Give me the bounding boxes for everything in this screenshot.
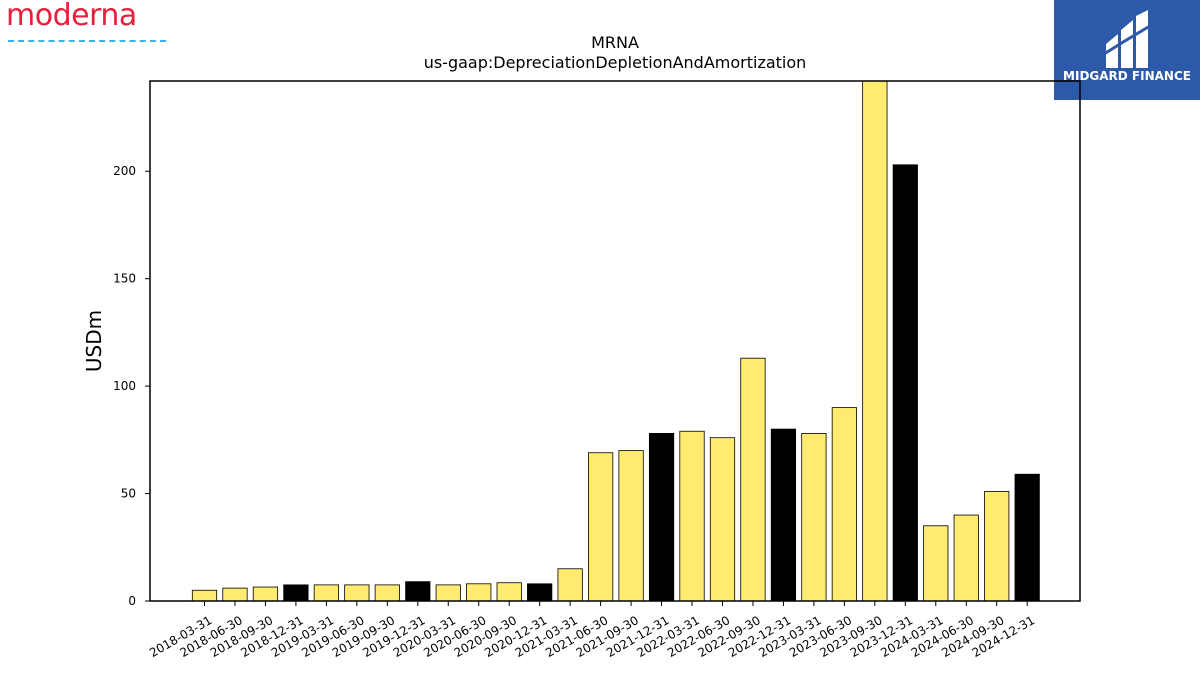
bar-2023-03-31 bbox=[801, 432, 827, 602]
bar-2021-09-30 bbox=[618, 450, 644, 602]
plot-frame bbox=[149, 80, 1081, 602]
bar-2019-12-31 bbox=[405, 581, 431, 602]
bar-2020-03-31 bbox=[435, 584, 461, 602]
y-tick-label: 100 bbox=[113, 379, 136, 393]
bar-2023-12-31 bbox=[892, 164, 918, 602]
y-tick-label: 150 bbox=[113, 272, 136, 286]
bar-2018-12-31 bbox=[283, 584, 309, 602]
bar-2022-09-30 bbox=[740, 357, 766, 602]
bar-2018-03-31 bbox=[191, 589, 218, 602]
midgard-mark-icon bbox=[1104, 10, 1150, 68]
bar-2022-03-31 bbox=[679, 430, 705, 602]
bar-2024-03-31 bbox=[923, 525, 949, 602]
bar-2019-09-30 bbox=[374, 584, 400, 602]
bar-2022-06-30 bbox=[709, 437, 736, 602]
bar-2018-09-30 bbox=[252, 586, 279, 602]
bar-2020-06-30 bbox=[466, 583, 492, 602]
midgard-finance-logo: MIDGARD FINANCE bbox=[1054, 0, 1200, 100]
y-tick-label: 200 bbox=[113, 164, 136, 178]
bar-2022-12-31 bbox=[770, 428, 797, 602]
bar-2019-03-31 bbox=[313, 584, 339, 602]
bar-2021-06-30 bbox=[588, 452, 614, 602]
chart-subtitle: us-gaap:DepreciationDepletionAndAmortiza… bbox=[424, 53, 807, 72]
bar-2021-03-31 bbox=[557, 568, 583, 602]
bar-series bbox=[191, 80, 1040, 602]
midgard-wordmark: MIDGARD FINANCE bbox=[1063, 69, 1191, 83]
bar-2024-12-31 bbox=[1014, 473, 1040, 602]
y-axis-ticks: 0 50 100 150 200 bbox=[113, 164, 150, 608]
bar-2020-12-31 bbox=[527, 583, 553, 602]
bar-2019-06-30 bbox=[344, 584, 370, 602]
x-axis-ticks: 2018-03-312018-06-302018-09-302018-12-31… bbox=[147, 601, 1037, 660]
bar-2024-06-30 bbox=[953, 514, 979, 602]
bar-2020-09-30 bbox=[496, 582, 522, 602]
bar-2023-09-30 bbox=[862, 80, 888, 602]
bar-2021-12-31 bbox=[648, 432, 675, 602]
moderna-underline bbox=[8, 40, 166, 42]
y-axis-label: USDm bbox=[82, 310, 106, 372]
chart-title: MRNA bbox=[591, 33, 639, 52]
y-tick-label: 50 bbox=[121, 487, 136, 501]
y-tick-label: 0 bbox=[128, 594, 136, 608]
bar-2023-06-30 bbox=[831, 407, 857, 602]
moderna-wordmark: moderna bbox=[6, 0, 137, 33]
bar-2024-09-30 bbox=[984, 491, 1010, 602]
moderna-logo: moderna bbox=[6, 0, 171, 46]
bar-2018-06-30 bbox=[222, 587, 248, 602]
